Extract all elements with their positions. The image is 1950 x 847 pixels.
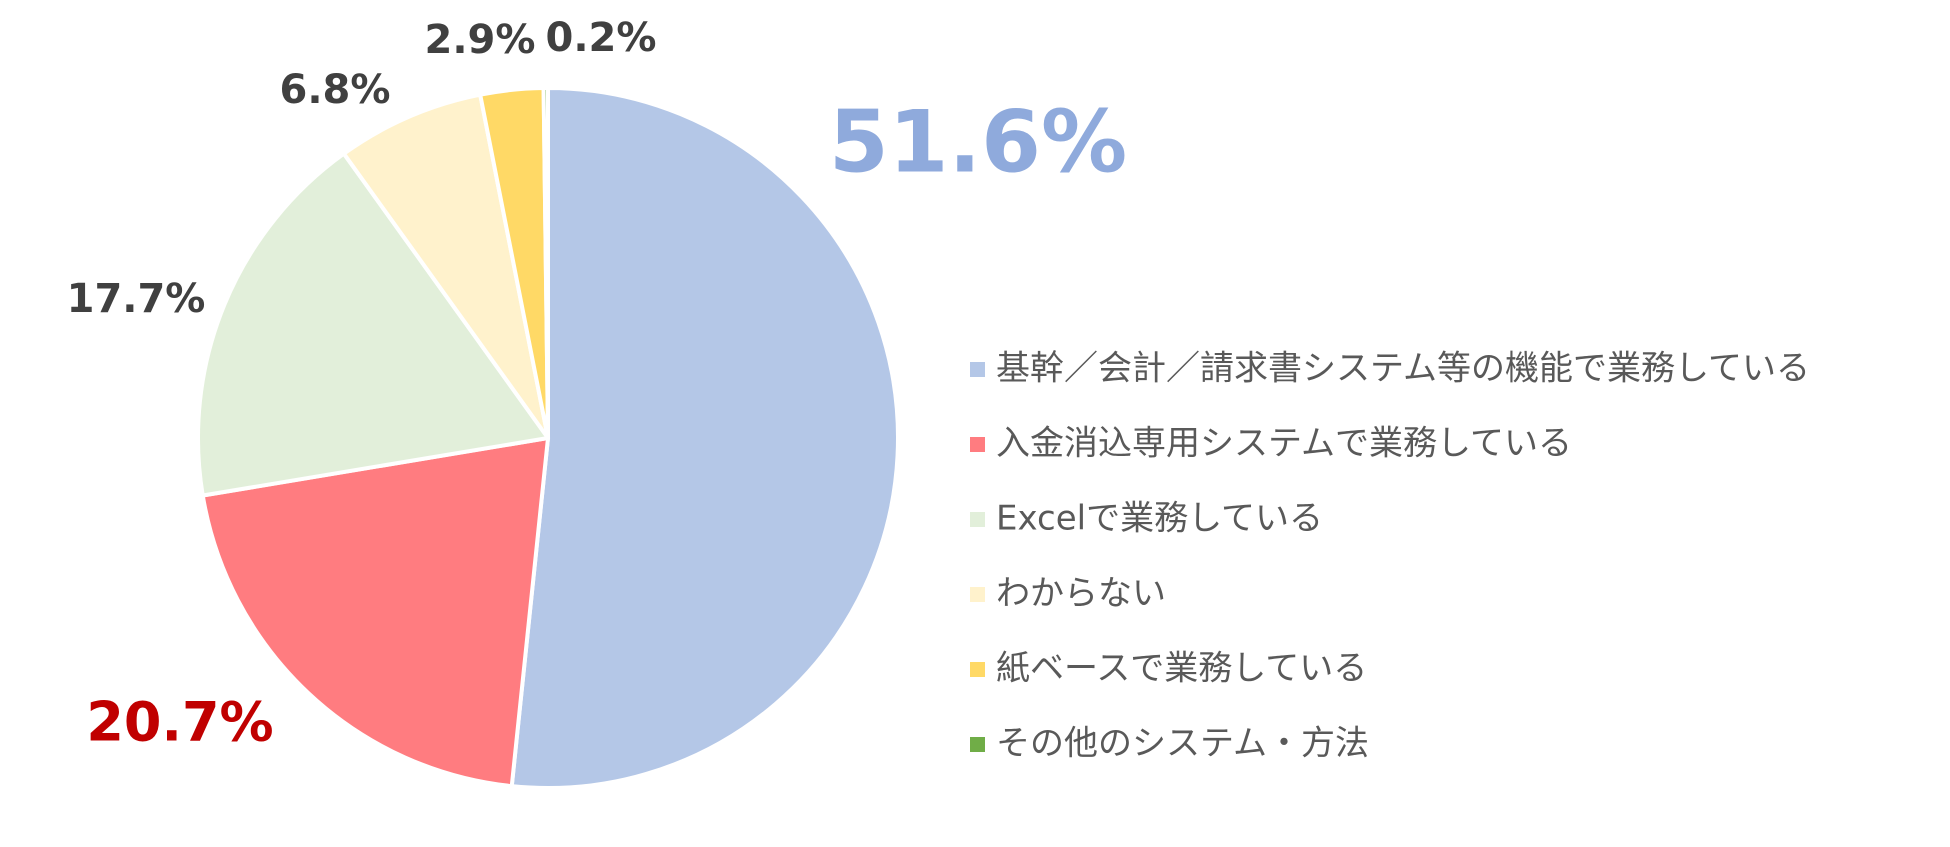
data-label-6: 0.2% — [546, 15, 657, 61]
legend-label-4: わからない — [996, 574, 1166, 614]
legend-label-3: Excelで業務している — [996, 499, 1323, 539]
legend-swatch-3 — [970, 512, 985, 527]
legend-swatch-2 — [970, 437, 985, 452]
pie-slice-6 — [541, 86, 550, 440]
legend-swatch-4 — [970, 587, 985, 602]
pie-slice-2 — [200, 436, 550, 789]
data-label-4: 6.8% — [280, 67, 391, 113]
pie-slice-1 — [509, 86, 900, 790]
data-label-5: 2.9% — [425, 17, 536, 63]
legend-label-2: 入金消込専用システムで業務している — [996, 424, 1572, 464]
data-label-2: 20.7% — [86, 691, 273, 754]
legend-label-5: 紙ベースで業務している — [996, 649, 1367, 689]
data-label-1: 51.6% — [829, 92, 1127, 192]
legend-label-6: その他のシステム・方法 — [996, 724, 1369, 764]
legend-swatch-6 — [970, 737, 985, 752]
legend-swatch-1 — [970, 362, 985, 377]
data-label-3: 17.7% — [67, 276, 206, 322]
percentage-labels: 51.6% 20.7% 17.7% 6.8% 2.9% 0.2% — [67, 15, 1128, 754]
legend: 基幹／会計／請求書システム等の機能で業務している入金消込専用システムで業務してい… — [970, 349, 1810, 764]
legend-swatch-5 — [970, 662, 985, 677]
pie-slice-3 — [196, 151, 550, 498]
legend-label-1: 基幹／会計／請求書システム等の機能で業務している — [996, 349, 1810, 389]
pie-slices — [196, 86, 900, 790]
